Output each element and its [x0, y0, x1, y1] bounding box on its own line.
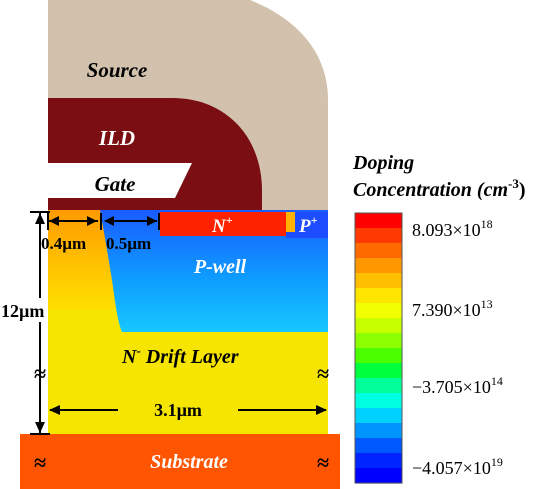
source-label: Source — [87, 58, 148, 82]
colorbar-band — [355, 303, 402, 319]
colorbar-band — [355, 273, 402, 289]
colorbar-band — [355, 423, 402, 439]
n-plus-region — [160, 212, 286, 236]
channel-dimension: 0.5µm — [106, 234, 151, 253]
colorbar-band — [355, 363, 402, 379]
colorbar-band — [355, 333, 402, 349]
colorbar-band — [355, 318, 402, 334]
colorbar-band — [355, 348, 402, 364]
dimension-arrowheads — [35, 213, 327, 433]
p-plus-label: P+ — [298, 213, 318, 237]
substrate-layer — [20, 434, 340, 489]
break-mark-right-top: ≈ — [317, 361, 329, 386]
gate-label: Gate — [95, 172, 136, 196]
colorbar — [355, 213, 402, 484]
colorbar-band — [355, 468, 402, 484]
colorbar-tick-labels: 8.093×1018 7.390×1013 −3.705×1014 −4.057… — [412, 217, 503, 478]
substrate-label: Substrate — [150, 451, 228, 473]
colorbar-band — [355, 243, 402, 259]
p-plus-edge — [286, 212, 295, 232]
colorbar-band — [355, 438, 402, 454]
colorbar-band — [355, 453, 402, 469]
colorbar-title-line2: Concentration (cm-3) — [353, 176, 526, 201]
ild-label: ILD — [98, 126, 135, 150]
colorbar-tick-0: 8.093×1018 — [412, 217, 493, 240]
p-well-label: P-well — [193, 256, 247, 278]
colorbar-band — [355, 288, 402, 304]
colorbar-tick-3: −4.057×1019 — [412, 455, 503, 478]
colorbar-band — [355, 228, 402, 244]
gate-overlap-dimension: 0.4µm — [41, 234, 86, 253]
drift-label: N- Drift Layer — [121, 343, 239, 368]
colorbar-band — [355, 408, 402, 424]
break-mark-left-top: ≈ — [34, 361, 46, 386]
colorbar-frame — [354, 212, 403, 484]
break-mark-left-bottom: ≈ — [34, 450, 46, 475]
p-well-region — [100, 210, 328, 332]
width-dimension: 3.1µm — [154, 400, 202, 420]
colorbar-title-line1: Doping — [352, 152, 414, 174]
break-mark-right-bottom: ≈ — [317, 450, 329, 475]
colorbar-tick-2: −3.705×1014 — [412, 374, 503, 397]
gate-poly — [48, 163, 192, 198]
n-plus-label: N+ — [211, 213, 233, 237]
colorbar-tick-1: 7.390×1013 — [412, 297, 493, 320]
colorbar-band — [355, 378, 402, 394]
colorbar-band — [355, 393, 402, 409]
colorbar-band — [355, 213, 402, 229]
depth-dimension: 12µm — [1, 301, 44, 321]
colorbar-band — [355, 258, 402, 274]
